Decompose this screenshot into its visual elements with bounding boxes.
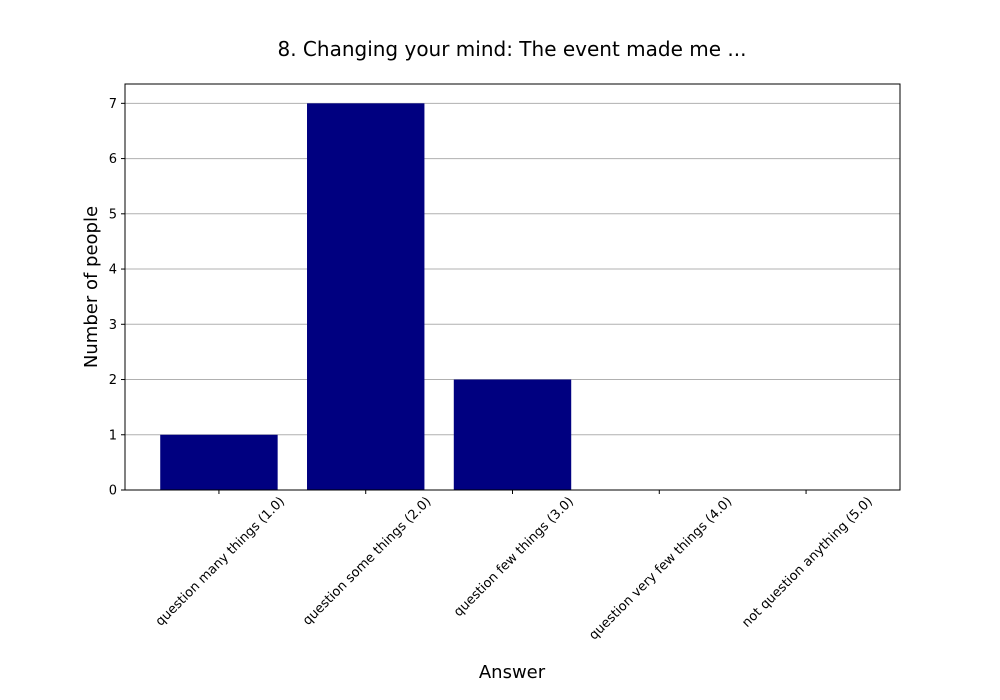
axes-frame: [124, 83, 901, 491]
x-tick-label: not question anything (5.0): [739, 494, 875, 630]
y-tick-label: 4: [109, 263, 117, 278]
x-axis-label: Answer: [479, 662, 546, 683]
bar: [453, 379, 572, 490]
chart-title: 8. Changing your mind: The event made me…: [277, 37, 746, 61]
x-tick-label: question many things (1.0): [153, 494, 288, 629]
y-tick-label: 6: [109, 152, 117, 167]
x-tick-label: question some things (2.0): [300, 494, 434, 628]
bar: [307, 103, 425, 490]
y-tick-label: 0: [109, 484, 117, 499]
y-axis-label: Number of people: [81, 206, 102, 368]
y-tick-label: 2: [109, 373, 117, 388]
bar: [160, 434, 278, 490]
y-tick-label: 7: [109, 97, 117, 112]
x-tick-label: question very few things (4.0): [586, 494, 735, 643]
y-tick-label: 5: [109, 207, 117, 222]
x-tick-label: question few things (3.0): [451, 494, 577, 620]
y-tick-label: 3: [109, 318, 117, 333]
y-tick-label: 1: [109, 428, 117, 443]
